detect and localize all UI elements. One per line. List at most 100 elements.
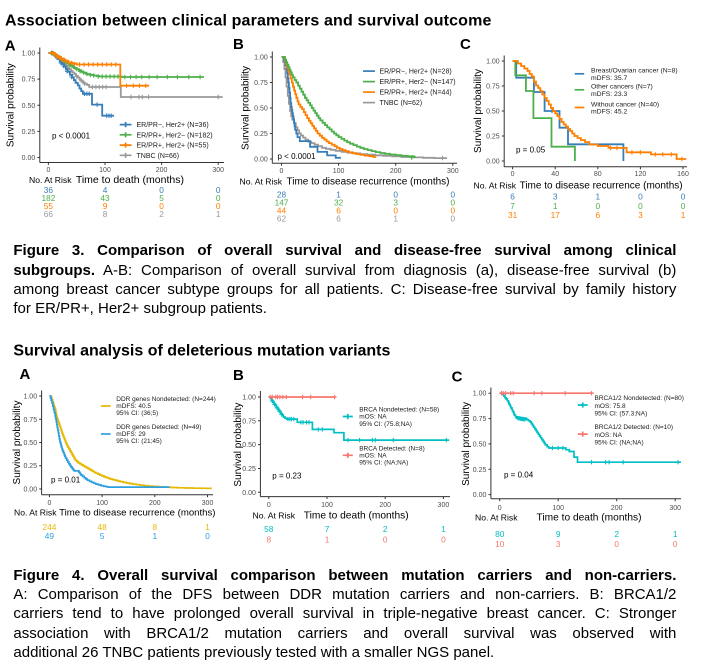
svg-text:mOS: NA: mOS: NA: [359, 414, 387, 421]
svg-text:DDR genes Nondetected: (N=244): DDR genes Nondetected: (N=244): [116, 396, 216, 403]
svg-text:ER/PR+, Her2+ (N=44): ER/PR+, Her2+ (N=44): [380, 90, 452, 97]
svg-text:1: 1: [205, 522, 210, 532]
svg-text:No. At Risk: No. At Risk: [240, 177, 283, 187]
svg-text:1: 1: [595, 192, 600, 202]
svg-text:3: 3: [638, 210, 643, 220]
svg-text:0.00: 0.00: [242, 490, 256, 497]
svg-text:TNBC (N=62): TNBC (N=62): [380, 100, 423, 107]
svg-text:7: 7: [325, 524, 330, 534]
svg-text:48: 48: [97, 522, 107, 532]
svg-text:31: 31: [508, 210, 518, 220]
svg-text:0: 0: [511, 171, 515, 178]
svg-text:0.75: 0.75: [254, 80, 268, 87]
svg-text:43: 43: [100, 193, 110, 203]
svg-text:p < 0.0001: p < 0.0001: [278, 152, 317, 161]
svg-text:100: 100: [552, 505, 564, 512]
svg-text:200: 200: [149, 500, 161, 507]
svg-text:B: B: [233, 367, 244, 384]
svg-text:Survival probability: Survival probability: [461, 402, 472, 486]
svg-text:0: 0: [393, 206, 398, 216]
svg-text:Survival probability: Survival probability: [12, 401, 23, 485]
svg-text:1: 1: [673, 529, 678, 539]
svg-text:0.25: 0.25: [23, 463, 37, 470]
svg-text:36: 36: [44, 185, 54, 195]
svg-text:mDFS: 40.5: mDFS: 40.5: [116, 403, 151, 410]
svg-text:0: 0: [638, 192, 643, 202]
svg-text:mDFS: 23.3: mDFS: 23.3: [591, 91, 627, 98]
svg-text:BRCA Nondetected: (N=58): BRCA Nondetected: (N=58): [359, 407, 439, 414]
svg-text:mOS: NA: mOS: NA: [595, 432, 623, 439]
svg-text:55: 55: [44, 201, 54, 211]
svg-text:0: 0: [159, 201, 164, 211]
svg-text:ER/PR+, Her2+ (N=55): ER/PR+, Her2+ (N=55): [137, 143, 209, 150]
svg-text:7: 7: [510, 201, 515, 211]
svg-text:Survival probability: Survival probability: [241, 66, 252, 150]
svg-text:0: 0: [280, 168, 284, 175]
svg-text:6: 6: [336, 206, 341, 216]
svg-text:1.00: 1.00: [486, 59, 500, 66]
svg-text:160: 160: [677, 171, 689, 178]
svg-text:200: 200: [156, 167, 168, 174]
svg-text:49: 49: [45, 531, 55, 541]
svg-text:No. At Risk: No. At Risk: [474, 181, 517, 191]
svg-text:58: 58: [264, 524, 274, 534]
svg-text:0: 0: [614, 539, 619, 549]
svg-text:1: 1: [393, 214, 398, 224]
svg-text:1: 1: [681, 210, 686, 220]
svg-text:0: 0: [498, 505, 502, 512]
svg-text:80: 80: [594, 171, 602, 178]
svg-text:95% CI: (NA;NA): 95% CI: (NA;NA): [359, 460, 408, 467]
svg-text:ER/PR−, Her2+ (N=36): ER/PR−, Her2+ (N=36): [137, 122, 209, 129]
svg-text:No. At Risk: No. At Risk: [253, 511, 296, 521]
svg-text:17: 17: [551, 210, 561, 220]
svg-text:0: 0: [673, 539, 678, 549]
svg-text:1: 1: [441, 524, 446, 534]
svg-text:0: 0: [450, 214, 455, 224]
svg-text:0.50: 0.50: [473, 441, 487, 448]
svg-text:Survival probability: Survival probability: [6, 63, 17, 147]
svg-text:0: 0: [450, 189, 455, 199]
svg-text:300: 300: [669, 505, 681, 512]
svg-text:0: 0: [393, 189, 398, 199]
svg-text:0.75: 0.75: [242, 418, 256, 425]
svg-text:62: 62: [277, 214, 287, 224]
svg-text:0.00: 0.00: [254, 157, 268, 164]
svg-text:ER/PR+, Her2− (N=182): ER/PR+, Her2− (N=182): [137, 132, 213, 139]
svg-text:1.00: 1.00: [23, 394, 37, 401]
svg-text:1: 1: [553, 201, 558, 211]
svg-text:2: 2: [614, 529, 619, 539]
svg-text:32: 32: [334, 197, 344, 207]
svg-text:6: 6: [510, 192, 515, 202]
svg-text:0: 0: [47, 500, 51, 507]
svg-text:8: 8: [103, 209, 108, 219]
svg-text:0: 0: [216, 193, 221, 203]
svg-text:0: 0: [205, 531, 210, 541]
svg-text:1.00: 1.00: [473, 391, 487, 398]
svg-text:8: 8: [152, 522, 157, 532]
svg-text:40: 40: [551, 171, 559, 178]
svg-text:p = 0.01: p = 0.01: [51, 476, 81, 485]
svg-text:66: 66: [44, 209, 54, 219]
svg-text:0.00: 0.00: [22, 155, 36, 162]
svg-text:Breast/Ovarian cancer (N=8): Breast/Ovarian cancer (N=8): [591, 68, 678, 75]
svg-text:mDFS: 35.7: mDFS: 35.7: [591, 75, 627, 82]
svg-text:1.00: 1.00: [242, 395, 256, 402]
svg-text:0.50: 0.50: [242, 442, 256, 449]
svg-text:p < 0.0001: p < 0.0001: [52, 132, 91, 141]
svg-text:44: 44: [277, 206, 287, 216]
svg-text:DDR genes Detected: (N=49): DDR genes Detected: (N=49): [116, 424, 201, 431]
svg-text:BRCA1/2 Nondetected: (N=80): BRCA1/2 Nondetected: (N=80): [595, 395, 684, 402]
svg-text:0: 0: [681, 192, 686, 202]
svg-text:244: 244: [42, 522, 56, 532]
svg-text:0: 0: [216, 185, 221, 195]
svg-text:Survival probability: Survival probability: [233, 403, 244, 487]
svg-text:A: A: [20, 366, 31, 383]
svg-text:TNBC (N=66): TNBC (N=66): [137, 153, 180, 160]
svg-text:6: 6: [336, 214, 341, 224]
svg-text:0: 0: [46, 167, 50, 174]
svg-text:0.25: 0.25: [254, 131, 268, 138]
svg-text:0.50: 0.50: [23, 440, 37, 447]
svg-text:C: C: [452, 369, 463, 386]
svg-text:BRCA1/2 Detected: (N=10): BRCA1/2 Detected: (N=10): [595, 424, 674, 431]
svg-text:3: 3: [393, 197, 398, 207]
